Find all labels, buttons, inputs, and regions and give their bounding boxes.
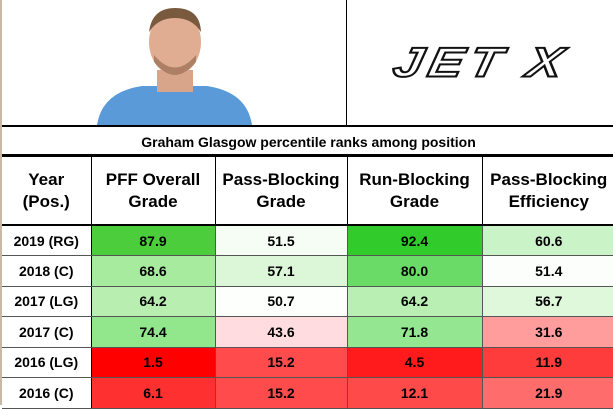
percentile-cell: 56.7 <box>482 286 613 317</box>
header-line: Grade <box>348 191 482 213</box>
percentile-cell: 51.4 <box>482 256 613 287</box>
percentile-cell: 11.9 <box>482 347 613 378</box>
percentile-cell: 31.6 <box>482 317 613 348</box>
year-cell: 2016 (LG) <box>2 347 91 378</box>
percentile-cell: 68.6 <box>91 256 215 287</box>
header-line: PFF Overall <box>92 169 215 191</box>
percentile-cell: 12.1 <box>347 378 482 409</box>
year-cell: 2018 (C) <box>2 256 91 287</box>
percentile-cell: 21.9 <box>482 378 613 409</box>
header-line: Pass-Blocking <box>483 169 613 191</box>
percentile-cell: 87.9 <box>91 225 215 256</box>
year-cell: 2016 (C) <box>2 378 91 409</box>
percentile-cell: 4.5 <box>347 347 482 378</box>
percentile-cell: 71.8 <box>347 317 482 348</box>
percentile-cell: 51.5 <box>215 225 347 256</box>
percentile-cell: 15.2 <box>215 347 347 378</box>
percentile-cell: 64.2 <box>347 286 482 317</box>
percentile-cell: 57.1 <box>215 256 347 287</box>
header-area: JET X <box>2 0 613 127</box>
header-line: Run-Blocking <box>348 169 482 191</box>
header-line: Grade <box>216 191 347 213</box>
percentile-cell: 60.6 <box>482 225 613 256</box>
year-cell: 2017 (LG) <box>2 286 91 317</box>
percentile-cell: 6.1 <box>91 378 215 409</box>
column-header-year: Year(Pos.) <box>2 157 91 225</box>
header-line: Year <box>2 169 91 191</box>
header-line: (Pos.) <box>2 191 91 213</box>
table-title: Graham Glasgow percentile ranks among po… <box>2 127 613 157</box>
year-cell: 2017 (C) <box>2 317 91 348</box>
percentile-cell: 92.4 <box>347 225 482 256</box>
player-headshot-icon <box>2 0 347 125</box>
header-line: Pass-Blocking <box>216 169 347 191</box>
percentile-cell: 64.2 <box>91 286 215 317</box>
jet-x-logo: JET X <box>347 0 613 125</box>
percentile-cell: 15.2 <box>215 378 347 409</box>
percentile-cell: 50.7 <box>215 286 347 317</box>
header-line: Grade <box>92 191 215 213</box>
header-line: Efficiency <box>483 191 613 213</box>
percentile-cell: 43.6 <box>215 317 347 348</box>
player-photo <box>2 0 347 125</box>
percentile-cell: 1.5 <box>91 347 215 378</box>
percentile-cell: 74.4 <box>91 317 215 348</box>
percentile-cell: 80.0 <box>347 256 482 287</box>
year-cell: 2019 (RG) <box>2 225 91 256</box>
